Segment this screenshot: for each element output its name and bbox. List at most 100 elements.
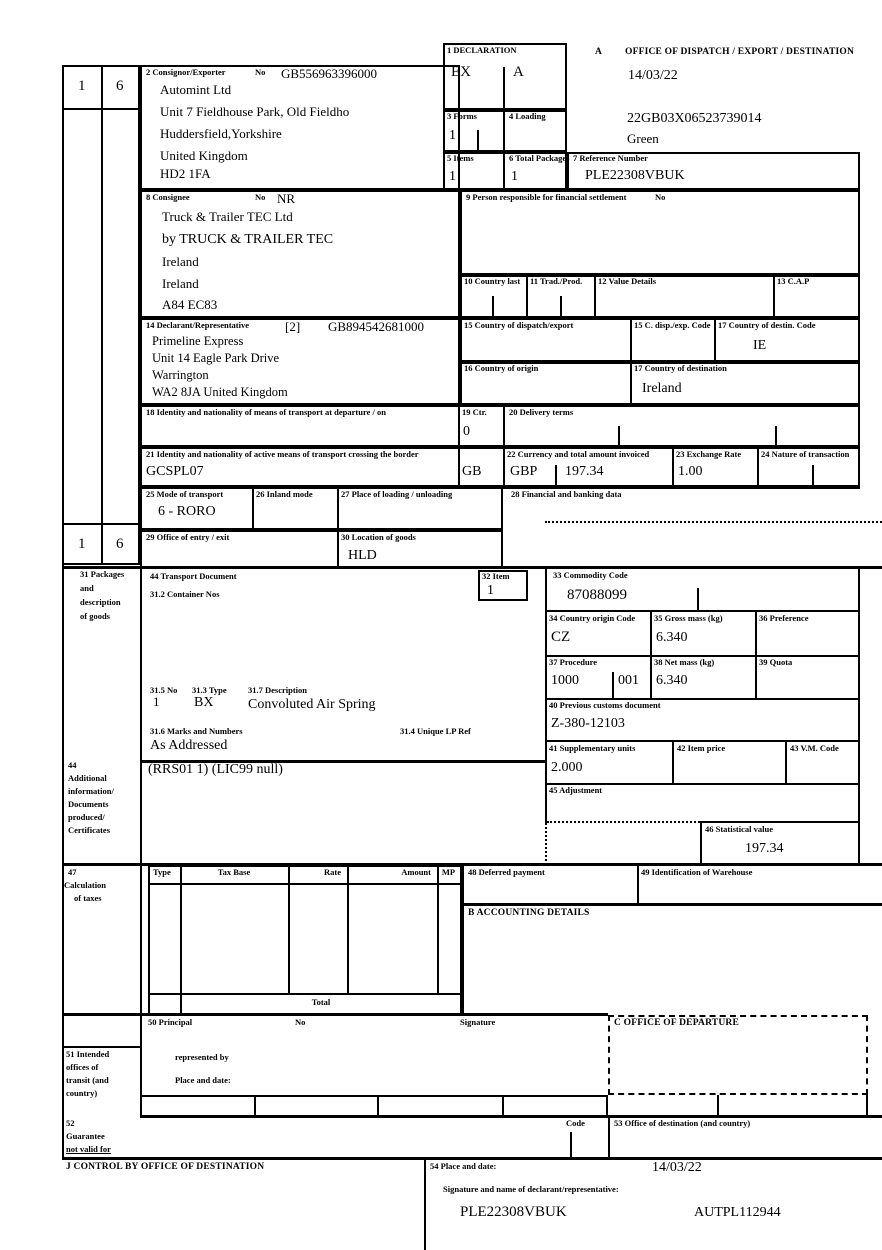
divider-line xyxy=(812,465,814,487)
box54-signature-label: Signature and name of declarant/represen… xyxy=(443,1184,619,1194)
box44t-label: 44 Transport Document xyxy=(150,571,237,581)
tax-col-taxbase: Tax Base xyxy=(217,867,251,877)
box2-label: 2 Consignor/Exporter xyxy=(146,67,226,77)
divider-line xyxy=(462,903,882,906)
divider-line xyxy=(462,865,464,1015)
office-a-date: 14/03/22 xyxy=(628,68,678,83)
box52-label-line: 52 xyxy=(66,1118,75,1128)
divider-line xyxy=(612,672,614,698)
divider-line xyxy=(866,1095,868,1117)
divider-line xyxy=(180,865,182,1015)
box13-label: 13 C.A.P xyxy=(777,276,810,286)
box50-label: 50 Principal xyxy=(148,1017,193,1027)
box3-box4 xyxy=(443,110,567,152)
divider-line xyxy=(337,487,339,530)
box31-label-line: 31 Packages xyxy=(80,569,125,579)
section-line xyxy=(62,566,882,569)
box12-label: 12 Value Details xyxy=(598,276,657,286)
box43-label: 43 V.M. Code xyxy=(790,743,839,753)
box22-label: 22 Currency and total amount invoiced xyxy=(507,449,650,459)
box52-label-line: Guarantee xyxy=(66,1131,105,1141)
declarant-address-line: Primeline Express xyxy=(152,334,244,348)
section-line xyxy=(62,1013,608,1016)
box15-row xyxy=(460,318,860,362)
box2-consignor xyxy=(140,65,460,190)
box1-label: 1 DECLARATION xyxy=(447,45,517,55)
divider-line xyxy=(757,447,759,487)
box18-row xyxy=(140,405,860,447)
box16-row xyxy=(460,362,860,405)
box9-label: 9 Person responsible for financial settl… xyxy=(466,192,627,202)
copy-number: 1 xyxy=(78,78,86,94)
box26-label: 26 Inland mode xyxy=(256,489,313,499)
divider-line xyxy=(503,110,505,152)
box52-label-line: not valid for xyxy=(66,1144,111,1154)
box34-label: 34 Country origin Code xyxy=(549,613,636,623)
box51-label-line: 51 Intended xyxy=(66,1049,110,1059)
box5-box6 xyxy=(443,152,567,190)
divider-line xyxy=(570,1132,572,1158)
invoice-currency: GBP xyxy=(510,464,538,479)
box35-label: 35 Gross mass (kg) xyxy=(654,613,723,623)
represented-by-label: represented by xyxy=(175,1052,229,1062)
transit-cells xyxy=(140,1095,608,1117)
mrn-number: 22GB03X06523739014 xyxy=(627,111,762,126)
divider-line xyxy=(502,1095,504,1117)
box24-label: 24 Nature of transaction xyxy=(761,449,850,459)
box49-label: 49 Identification of Warehouse xyxy=(641,867,753,877)
office-a-label: OFFICE OF DISPATCH / EXPORT / DESTINATIO… xyxy=(625,47,855,57)
consignee-address-line: Truck & Trailer TEC Ltd xyxy=(162,209,293,224)
box37-label: 37 Procedure xyxy=(549,657,598,667)
box7-label: 7 Reference Number xyxy=(573,153,648,163)
box47-label-line: Calculation xyxy=(64,880,107,890)
box29-label: 29 Office of entry / exit xyxy=(146,532,230,542)
box33-label: 33 Commodity Code xyxy=(553,570,628,580)
box38-label: 38 Net mass (kg) xyxy=(654,657,715,667)
previous-document: Z-380-12103 xyxy=(551,716,625,731)
section-c-box xyxy=(608,1015,868,1095)
divider-line xyxy=(62,1046,140,1048)
box31-2-label: 31.2 Container Nos xyxy=(150,589,220,599)
divider-line xyxy=(101,65,103,565)
divider-line xyxy=(630,318,632,362)
exchange-rate: 1.00 xyxy=(678,464,703,479)
tax-total-label: Total xyxy=(311,997,331,1007)
declarant-address-line: WA2 8JA United Kingdom xyxy=(152,385,288,399)
box31-7-label: 31.7 Description xyxy=(248,685,308,695)
commodity-code: 87088099 xyxy=(567,587,627,603)
box31-label-line: of goods xyxy=(80,611,110,621)
divider-line xyxy=(254,1095,256,1117)
box44-label-line: 44 xyxy=(68,760,77,770)
declarant-reference: PLE22308VBUK xyxy=(460,1204,567,1220)
procedure-code: 1000 xyxy=(551,673,579,688)
divider-line xyxy=(618,426,620,447)
box31-4-label: 31.4 Unique LP Ref xyxy=(400,726,471,736)
box6-label: 6 Total Packages xyxy=(509,153,570,163)
consignee-address-line: by TRUCK & TRAILER TEC xyxy=(162,232,334,247)
routing-status: Green xyxy=(627,131,659,146)
divider-line xyxy=(526,275,528,318)
copy-number: 6 xyxy=(116,78,124,94)
divider-line xyxy=(672,740,674,783)
dotted-line xyxy=(545,521,882,523)
box2-no-label: No xyxy=(255,67,266,77)
box9-no-label: No xyxy=(655,192,666,202)
box8-label: 8 Consignee xyxy=(146,192,190,202)
goods-location: HLD xyxy=(348,548,377,563)
box21-row xyxy=(140,447,860,487)
divider-line xyxy=(773,275,775,318)
box14-declarant xyxy=(140,318,460,405)
goods-description: Convoluted Air Spring xyxy=(248,697,376,712)
destination-country: Ireland xyxy=(642,381,682,396)
section-b-label: B ACCOUNTING DETAILS xyxy=(468,908,590,918)
invoice-amount: 197.34 xyxy=(565,464,604,479)
consignee-address-line: A84 EC83 xyxy=(162,297,218,312)
divider-line xyxy=(437,865,439,995)
divider-line xyxy=(148,993,462,995)
box32-item xyxy=(478,570,528,601)
divider-line xyxy=(637,865,639,905)
tax-col-mp: MP xyxy=(441,867,456,877)
box16-label: 16 Country of origin xyxy=(464,363,539,373)
box44-label-line: produced/ xyxy=(68,812,105,822)
box25-row xyxy=(140,487,503,530)
